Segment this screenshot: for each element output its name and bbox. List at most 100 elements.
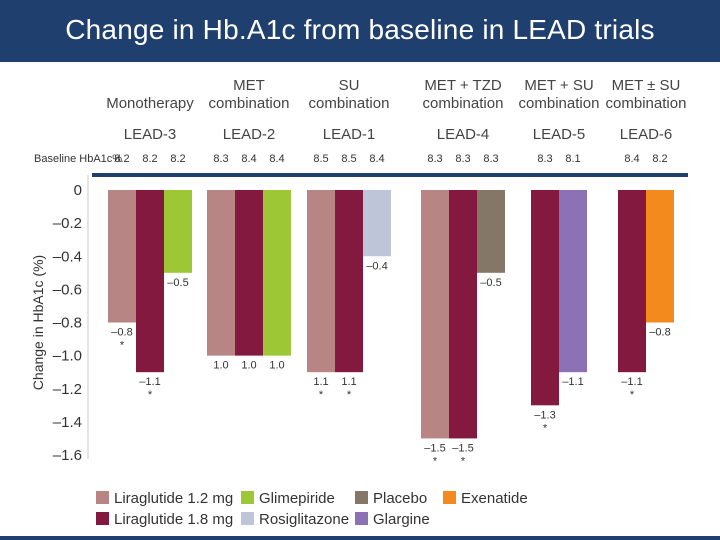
baseline-label: Baseline HbA1c%	[34, 153, 122, 165]
value-label: –1.1	[139, 376, 160, 388]
bar	[108, 190, 136, 323]
value-label: 1.0	[241, 360, 256, 372]
legend-label: Placebo	[373, 490, 427, 507]
category-label: SU	[339, 77, 360, 94]
bar	[618, 190, 646, 373]
significance-marker: *	[433, 455, 438, 467]
baseline-value: 8.2	[142, 153, 157, 165]
category-label: combination	[606, 95, 687, 112]
category-label: MET + TZD	[424, 77, 502, 94]
category-label: combination	[423, 95, 504, 112]
value-label: –1.1	[562, 376, 583, 388]
bar	[646, 190, 674, 323]
value-label: –0.4	[366, 260, 387, 272]
value-label: –0.8	[649, 327, 670, 339]
y-axis-label: Change in HbA1c (%)	[30, 255, 46, 390]
baseline-value: 8.2	[114, 153, 129, 165]
hba1c-bar-chart: 0 –0.2 –0.4 –0.6 –0.8 –1.0 –1.2 –1.4 –1.6 Change …	[30, 77, 688, 528]
y-tick-label: –1.6	[53, 447, 82, 464]
y-tick-label: –0.2	[53, 215, 82, 232]
trial-label: LEAD-6	[620, 126, 673, 143]
significance-marker: *	[461, 455, 466, 467]
x-axis-band	[92, 173, 688, 177]
bar	[477, 190, 505, 273]
significance-marker: *	[543, 422, 548, 434]
bar	[449, 190, 477, 439]
legend-swatch	[355, 512, 368, 525]
category-label: combination	[309, 95, 390, 112]
legend-label: Exenatide	[461, 490, 528, 507]
trial-label: LEAD-3	[124, 126, 177, 143]
trial-label: LEAD-1	[323, 126, 376, 143]
bar	[207, 190, 235, 356]
significance-marker: *	[120, 340, 125, 352]
bottom-border	[0, 536, 720, 540]
bar	[136, 190, 164, 373]
significance-marker: *	[630, 389, 635, 401]
baseline-value: 8.3	[483, 153, 498, 165]
significance-marker: *	[319, 389, 324, 401]
value-label: –1.5	[452, 442, 473, 454]
value-label: –1.3	[534, 409, 555, 421]
legend-swatch	[96, 512, 109, 525]
value-label: 1.1	[341, 376, 356, 388]
value-label: 1.0	[213, 360, 228, 372]
bar	[235, 190, 263, 356]
legend-swatch	[241, 491, 254, 504]
y-tick-label: 0	[74, 182, 82, 199]
trial-label: LEAD-5	[533, 126, 586, 143]
y-tick-label: –1.2	[53, 381, 82, 398]
baseline-value: 8.4	[241, 153, 256, 165]
bar	[363, 190, 391, 257]
category-label: MET	[233, 77, 265, 94]
slide-title: Change in Hb.A1c from baseline in LEAD t…	[65, 14, 655, 45]
legend-swatch	[96, 491, 109, 504]
legend-label: Glargine	[373, 511, 430, 528]
legend-swatch	[443, 491, 456, 504]
title-bar: Change in Hb.A1c from baseline in LEAD t…	[0, 0, 720, 62]
bar	[263, 190, 291, 356]
legend-label: Liraglutide 1.2 mg	[114, 490, 233, 507]
bar	[335, 190, 363, 373]
baseline-value: 8.3	[537, 153, 552, 165]
legend-label: Glimepiride	[259, 490, 335, 507]
significance-marker: *	[347, 389, 352, 401]
value-label: 1.0	[269, 360, 284, 372]
baseline-value: 8.4	[624, 153, 639, 165]
y-tick-label: –0.8	[53, 315, 82, 332]
category-label: MET ± SU	[612, 77, 681, 94]
bar	[164, 190, 192, 273]
legend-label: Liraglutide 1.8 mg	[114, 511, 233, 528]
value-label: –0.5	[480, 277, 501, 289]
legend-swatch	[355, 491, 368, 504]
baseline-value: 8.1	[565, 153, 580, 165]
value-label: –0.5	[167, 277, 188, 289]
value-label: –1.1	[621, 376, 642, 388]
legend-swatch	[241, 512, 254, 525]
value-label: 1.1	[313, 376, 328, 388]
trial-label: LEAD-2	[223, 126, 276, 143]
y-tick-label: –1.0	[53, 348, 82, 365]
value-label: –0.8	[111, 327, 132, 339]
baseline-value: 8.3	[455, 153, 470, 165]
bar	[421, 190, 449, 439]
baseline-value: 8.5	[341, 153, 356, 165]
baseline-value: 8.5	[313, 153, 328, 165]
bar	[559, 190, 587, 373]
significance-marker: *	[148, 389, 153, 401]
category-label: MET + SU	[524, 77, 593, 94]
legend-label: Rosiglitazone	[259, 511, 349, 528]
y-tick-label: –1.4	[53, 414, 82, 431]
baseline-value: 8.2	[652, 153, 667, 165]
baseline-value: 8.3	[427, 153, 442, 165]
bar	[531, 190, 559, 406]
y-tick-label: –0.6	[53, 281, 82, 298]
value-label: –1.5	[424, 442, 445, 454]
category-label: combination	[209, 95, 290, 112]
baseline-value: 8.4	[269, 153, 284, 165]
baseline-value: 8.2	[170, 153, 185, 165]
trial-label: LEAD-4	[437, 126, 490, 143]
category-label: Monotherapy	[106, 95, 194, 112]
category-label: combination	[519, 95, 600, 112]
baseline-value: 8.4	[369, 153, 384, 165]
